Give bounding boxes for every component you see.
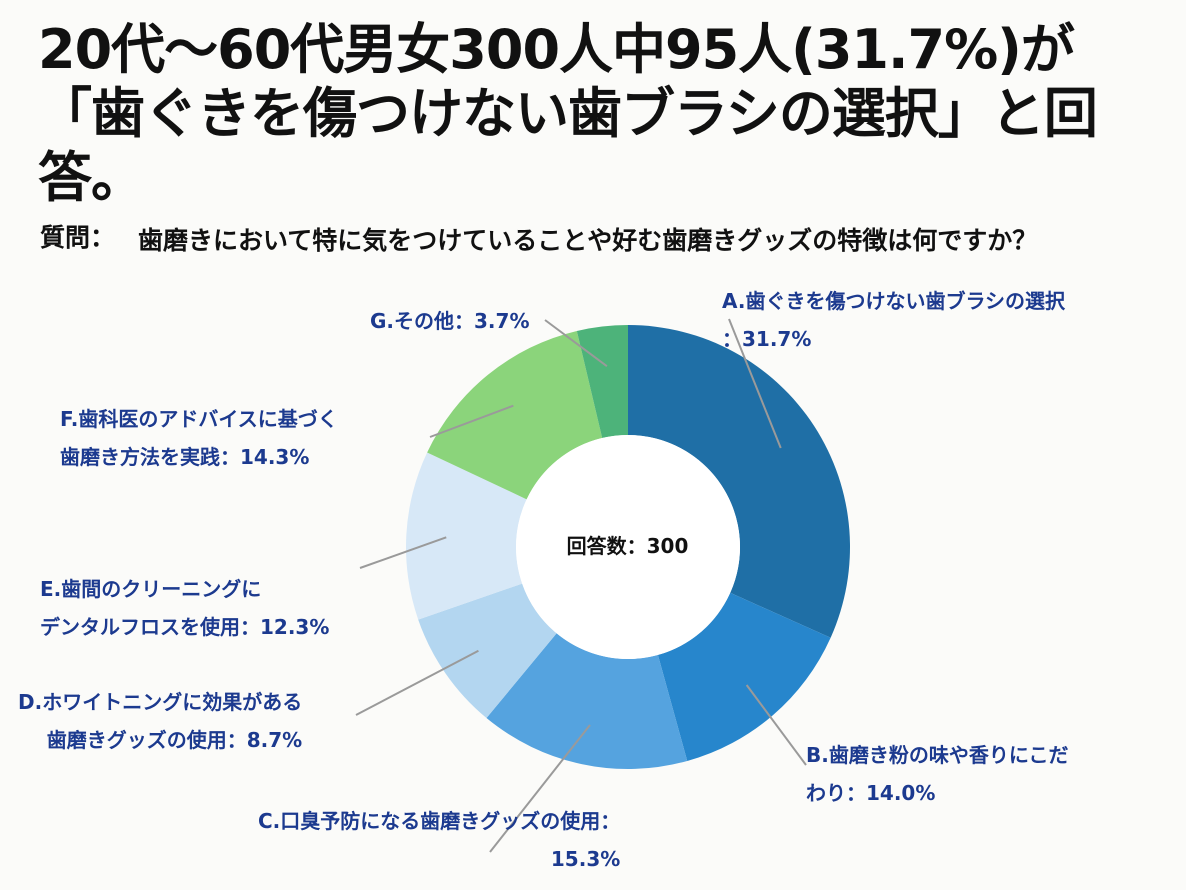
leader-line-b xyxy=(745,684,807,766)
leader-line-c xyxy=(489,724,591,853)
donut-slice-c xyxy=(486,633,688,769)
donut-slice-b xyxy=(657,592,831,761)
question-text: 歯磨きにおいて特に気をつけていることや好む歯磨きグッズの特徴は何ですか？ xyxy=(138,226,1038,255)
donut-slice-d xyxy=(418,583,557,719)
center-label: 回答数：300 xyxy=(566,534,689,558)
question-label: 質問： xyxy=(40,223,116,252)
leader-line-g xyxy=(544,319,608,368)
slice-label-g: G.その他：3.7% xyxy=(370,309,530,333)
slice-label-f: F.歯科医のアドバイスに基づく 歯磨き方法を実践：14.3% xyxy=(60,407,338,469)
slice-label-e: E.歯間のクリーニングに デンタルフロスを使用：12.3% xyxy=(40,577,330,639)
slice-label-c: C.口臭予防になる歯磨きグッズの使用： 15.3% xyxy=(258,809,621,871)
slice-label-a: A.歯ぐきを傷つけない歯ブラシの選択 ：31.7% xyxy=(722,289,1066,351)
leader-line-e xyxy=(359,536,447,569)
donut-hole xyxy=(516,435,740,659)
slice-label-b: B.歯磨き粉の味や香りにこだ わり：14.0% xyxy=(806,743,1069,805)
leader-line-f xyxy=(429,404,514,438)
donut-slice-f xyxy=(427,330,603,500)
chart-title: 20代〜60代男女300人中95人(31.7%)が「歯ぐきを傷つけない歯ブラシの… xyxy=(38,18,1098,209)
leader-line-d xyxy=(355,649,479,716)
slice-label-d: D.ホワイトニングに効果がある 歯磨きグッズの使用：8.7% xyxy=(18,690,303,752)
leader-line-a xyxy=(728,318,782,449)
donut-slice-e xyxy=(406,452,527,620)
donut-slice-a xyxy=(628,325,851,638)
